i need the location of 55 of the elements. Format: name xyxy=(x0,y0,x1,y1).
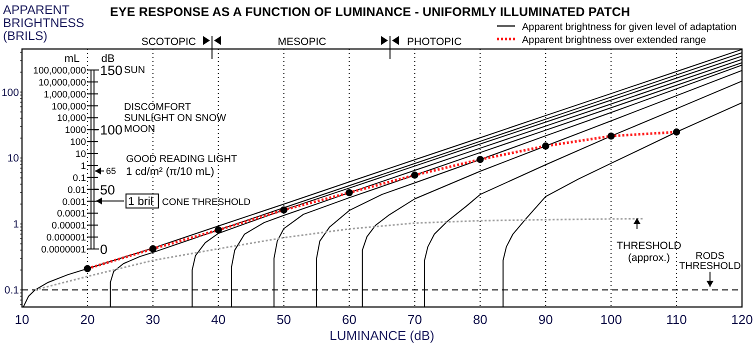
annotation: CONE THRESHOLD xyxy=(162,197,251,208)
annotation: 1 xyxy=(80,160,86,172)
annotation: 100,000,000 xyxy=(33,66,86,76)
ref-line-label: RODS THRESHOLD xyxy=(679,250,741,272)
y-tick-label: 100 xyxy=(1,86,20,99)
annotation: 1000 xyxy=(64,125,86,136)
annotation: SUN xyxy=(124,65,146,76)
x-tick-label: 80 xyxy=(472,312,488,328)
y2-tick-label: 150 xyxy=(100,63,123,78)
x-tick-label: 50 xyxy=(276,312,292,328)
x-tick-label: 20 xyxy=(80,312,95,328)
annotation: GOOD READING LIGHT xyxy=(126,154,238,165)
annotation: 65 xyxy=(106,166,116,176)
legend-label: Apparent brightness over extended range xyxy=(522,35,706,46)
annotation: 100 xyxy=(70,137,86,148)
legend-label: Apparent brightness for given level of adaptation xyxy=(522,22,737,33)
x-tick-label: 90 xyxy=(538,312,553,328)
annotation: 0.0000001 xyxy=(41,244,86,256)
y-tick-label: 0.1 xyxy=(4,284,20,297)
annotation: 10 xyxy=(75,149,86,160)
y-axis-title: APPARENT BRIGHTNESS (BRILS) xyxy=(3,3,84,43)
annotation: mL xyxy=(64,53,80,65)
x-tick-label: 40 xyxy=(211,312,226,328)
text: MESOPIC xyxy=(278,36,327,48)
annotation: 0.01 xyxy=(68,184,86,196)
chart-title: EYE RESPONSE AS A FUNCTION OF LUMINANCE - UNIFORMLY ILLUMINATED PATCH xyxy=(110,5,630,19)
x-tick-label: 120 xyxy=(731,312,753,328)
y-tick-label: 10 xyxy=(7,152,20,165)
y-tick-label: 1 xyxy=(13,218,20,231)
y2-tick-label: 0 xyxy=(100,242,108,257)
annotation: 0.00001 xyxy=(52,220,86,232)
annotation: 0.001 xyxy=(62,196,86,208)
annotation: DISCOMFORT xyxy=(124,102,192,113)
annotation: 10,000 xyxy=(56,113,86,124)
annotation: 1 cd/m² (π/10 mL) xyxy=(126,166,214,178)
x-axis-title: LUMINANCE (dB) xyxy=(330,328,434,343)
text: PHOTOPIC xyxy=(407,36,462,48)
annotation: 10,000,000 xyxy=(38,77,86,88)
annotation: MOON xyxy=(124,124,156,135)
annotation: 100,000 xyxy=(52,101,86,112)
annotation: 0.0001 xyxy=(56,208,86,220)
x-tick-label: 30 xyxy=(146,312,160,328)
y2-tick-label: 50 xyxy=(100,182,116,198)
x-tick-label: 110 xyxy=(666,312,687,328)
y2-tick-label: 100 xyxy=(100,122,123,138)
annotation: 1 bril xyxy=(128,196,153,208)
annotation: 0.000001 xyxy=(46,232,86,244)
annotation: SUNLIGHT ON SNOW xyxy=(124,113,227,124)
y2-axis-title: dB xyxy=(101,53,115,65)
annotation: 1,000,000 xyxy=(44,89,86,100)
x-tick-label: 70 xyxy=(407,312,422,328)
annotation: 0.1 xyxy=(72,172,86,184)
x-tick-label: 100 xyxy=(600,312,622,328)
text: SCOTOPIC xyxy=(141,36,196,48)
x-tick-label: 60 xyxy=(342,312,357,328)
